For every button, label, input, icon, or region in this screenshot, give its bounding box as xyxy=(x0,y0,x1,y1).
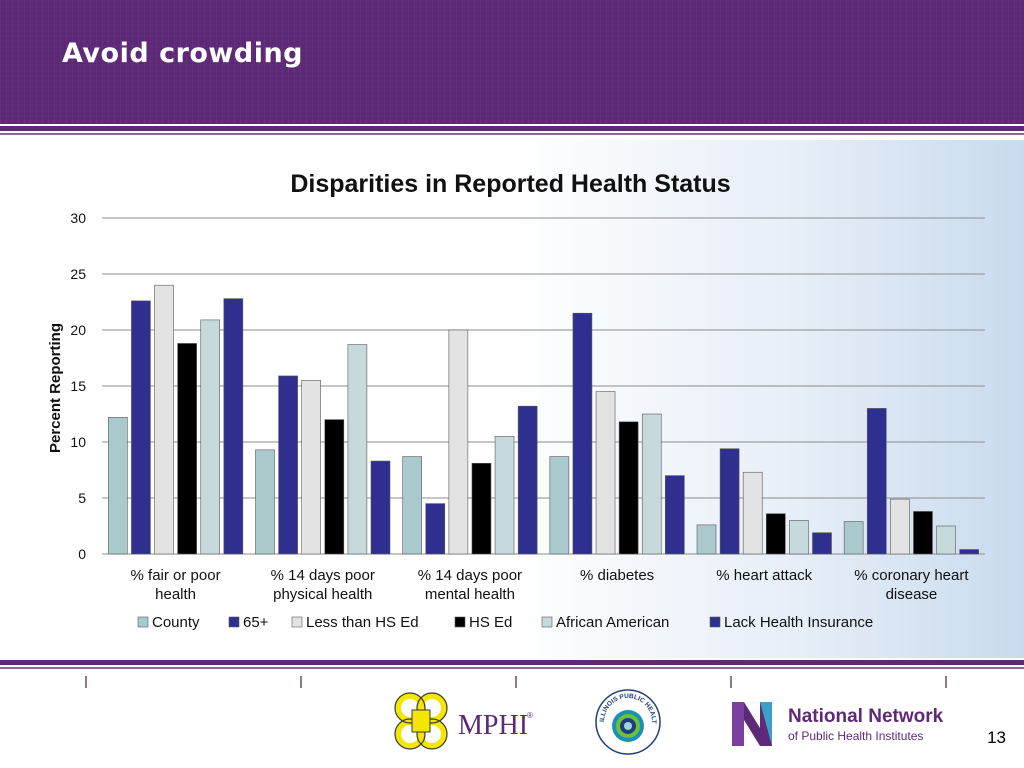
bar xyxy=(177,343,197,555)
bar xyxy=(913,511,933,555)
legend-label: African American xyxy=(556,614,669,631)
x-category-label: % heart attack xyxy=(716,567,812,584)
divider-tick xyxy=(730,676,732,688)
page-number: 13 xyxy=(987,728,1006,747)
bar xyxy=(154,284,174,555)
bar xyxy=(742,471,763,555)
legend-swatch xyxy=(291,616,303,628)
y-tick-label: 10 xyxy=(70,434,86,450)
bar xyxy=(765,513,786,555)
bar xyxy=(278,375,298,555)
bar xyxy=(448,329,469,555)
divider-tick xyxy=(300,676,302,688)
nnphi-logo: National Network of Public Health Instit… xyxy=(730,698,960,750)
nnphi-n-icon: National Network of Public Health Instit… xyxy=(732,702,944,746)
bar xyxy=(549,456,570,555)
legend-label: Less than HS Ed xyxy=(306,614,419,631)
slide-title: Avoid crowding xyxy=(62,38,304,69)
bar-chart: Disparities in Reported Health Status 0 5 1… xyxy=(47,170,985,631)
iphi-seal-icon: ILLINOIS PUBLIC HEALTH INSTITUTE xyxy=(592,683,661,755)
legend-label: HS Ed xyxy=(469,614,512,631)
x-category-label: % 14 days poor xyxy=(418,567,522,584)
bar xyxy=(402,456,422,555)
mphi-text: MPHI xyxy=(458,710,528,741)
bar xyxy=(108,417,128,555)
nnphi-line2: of Public Health Institutes xyxy=(788,729,923,743)
legend-label: County xyxy=(152,614,200,631)
bar xyxy=(665,475,685,555)
legend-swatch xyxy=(228,616,240,628)
bar xyxy=(131,300,151,555)
legend-label: Lack Health Insurance xyxy=(724,614,873,631)
bar xyxy=(959,549,979,555)
y-axis-label: Percent Reporting xyxy=(47,323,64,453)
bar xyxy=(370,460,391,555)
bar xyxy=(301,380,322,555)
bar xyxy=(936,525,956,555)
bar xyxy=(572,312,593,555)
divider-tick xyxy=(85,676,87,688)
slide-header: Avoid crowding xyxy=(0,0,1024,124)
x-category-label: % fair or poor xyxy=(131,567,221,584)
bar xyxy=(719,448,740,555)
x-category-label: % coronary heart xyxy=(854,567,969,584)
bar xyxy=(641,413,662,555)
header-rule-thick xyxy=(0,126,1024,131)
y-tick-label: 20 xyxy=(70,322,86,338)
y-tick-label: 0 xyxy=(78,546,86,562)
bar xyxy=(425,503,446,555)
footer-rule-thin xyxy=(0,667,1024,669)
bar xyxy=(789,520,809,555)
mphi-knot-icon: MPHI ® xyxy=(394,692,533,750)
bar xyxy=(812,532,832,555)
bar xyxy=(223,298,244,555)
x-category-label: % 14 days poor xyxy=(271,567,375,584)
y-tick-label: 25 xyxy=(70,266,86,282)
x-category-label: disease xyxy=(886,586,938,603)
x-category-label: % diabetes xyxy=(580,567,654,584)
legend-swatch xyxy=(454,616,466,628)
mphi-logo: MPHI ® xyxy=(388,690,536,756)
bar xyxy=(347,344,368,555)
y-tick-label: 15 xyxy=(70,378,86,394)
y-tick-label: 30 xyxy=(70,210,86,226)
legend-swatch xyxy=(709,616,721,628)
bar xyxy=(471,462,492,555)
bar xyxy=(517,405,538,555)
divider-tick xyxy=(515,676,517,688)
nnphi-line1: National Network xyxy=(788,706,944,727)
bar xyxy=(200,319,221,555)
bar xyxy=(866,408,887,555)
iphi-logo: ILLINOIS PUBLIC HEALTH INSTITUTE xyxy=(592,683,662,756)
mphi-reg: ® xyxy=(527,711,533,720)
x-category-label: health xyxy=(155,586,196,603)
x-category-label: physical health xyxy=(273,586,372,603)
divider-tick xyxy=(945,676,947,688)
legend-swatch xyxy=(541,616,553,628)
bar xyxy=(843,521,864,555)
y-tick-label: 5 xyxy=(78,490,86,506)
bar xyxy=(618,421,639,555)
header-rule-thin xyxy=(0,133,1024,135)
legend-swatch xyxy=(137,616,149,628)
bar xyxy=(494,436,515,555)
chart-title: Disparities in Reported Health Status xyxy=(290,170,730,198)
x-category-label: mental health xyxy=(425,586,515,603)
bar xyxy=(890,498,910,555)
legend-label: 65+ xyxy=(243,614,269,631)
bar xyxy=(255,449,275,555)
footer-rule-thick xyxy=(0,660,1024,665)
bar xyxy=(696,524,717,555)
bar xyxy=(324,419,345,555)
bar xyxy=(595,391,616,555)
